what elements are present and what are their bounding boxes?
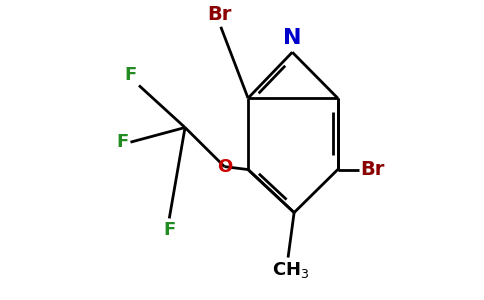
- Text: Br: Br: [207, 5, 231, 25]
- Text: O: O: [217, 158, 232, 175]
- Text: CH$_3$: CH$_3$: [272, 260, 309, 280]
- Text: F: F: [116, 133, 128, 151]
- Text: N: N: [283, 28, 302, 48]
- Text: F: F: [163, 221, 175, 239]
- Text: Br: Br: [361, 160, 385, 179]
- Text: F: F: [124, 66, 136, 84]
